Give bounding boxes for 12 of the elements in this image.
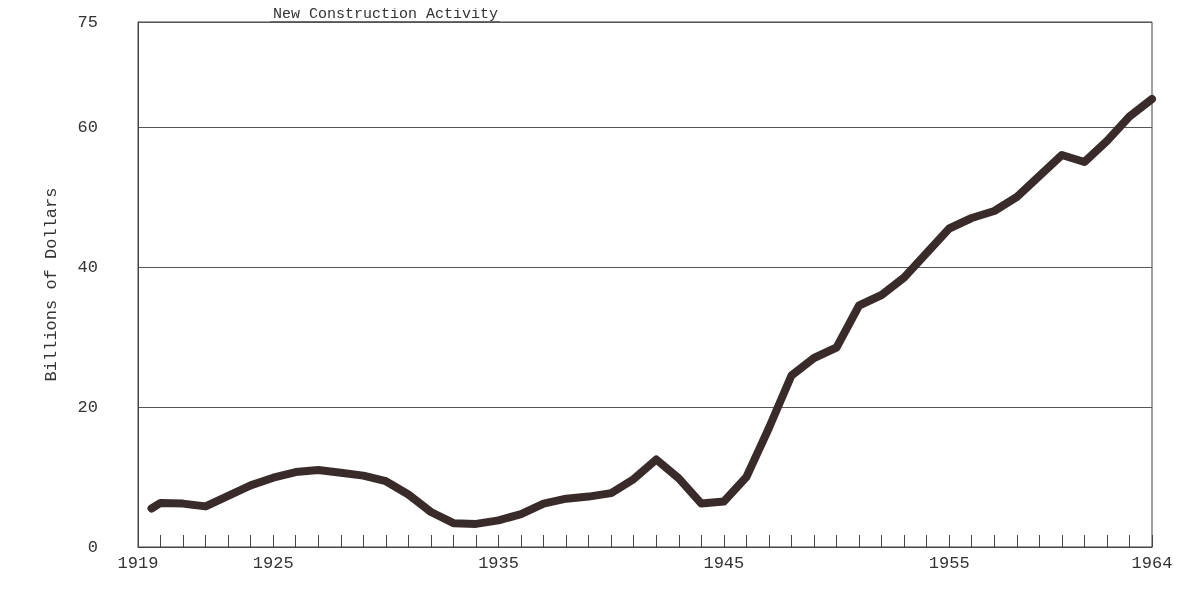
y-tick-label: 60 xyxy=(77,117,98,137)
y-tick-label: 75 xyxy=(77,12,98,32)
x-tick-label: 1955 xyxy=(928,554,970,573)
x-tick-label: 1945 xyxy=(703,554,745,573)
x-tick-label: 1964 xyxy=(1131,554,1173,573)
x-tick-label: 1935 xyxy=(478,554,519,573)
y-axis-title: Billions of Dollars xyxy=(42,187,61,382)
y-tick-label: 0 xyxy=(87,537,98,557)
y-tick-label: 40 xyxy=(77,257,98,277)
y-tick-label: 20 xyxy=(77,397,98,417)
x-tick-label: 1919 xyxy=(117,554,159,573)
x-tick-label: 1925 xyxy=(252,554,294,573)
